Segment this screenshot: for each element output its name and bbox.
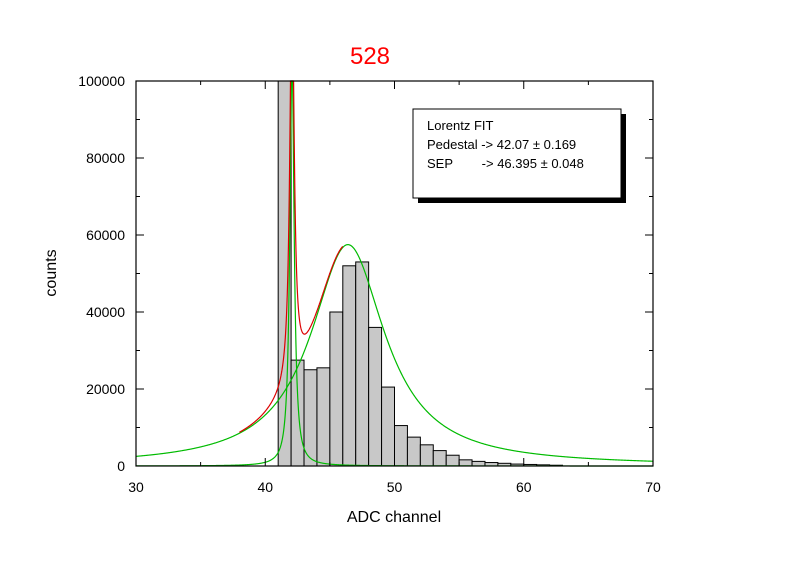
x-tick-label: 40 — [257, 479, 273, 495]
histogram-bar-15 — [471, 460, 486, 467]
y-tick-labels: 0 20000 40000 60000 80000 100000 — [78, 73, 125, 474]
fit-legend: Lorentz FIT Pedestal -> 42.07 ± 0.169 SE… — [412, 108, 626, 203]
histogram-bar-3 — [316, 367, 331, 467]
y-axis-title: counts — [43, 249, 60, 296]
histogram-bar-5 — [342, 265, 357, 467]
histogram-bar-11 — [419, 444, 434, 467]
histogram-bar-9 — [394, 425, 408, 467]
bars-layer — [277, 80, 564, 467]
fit-curve-sep-fit — [135, 244, 654, 462]
histogram-bar-12 — [432, 450, 447, 467]
x-tick-label: 50 — [387, 479, 403, 495]
histogram-bar-8 — [381, 386, 396, 467]
x-tick-label: 30 — [128, 479, 144, 495]
x-axis-title: ADC channel — [347, 509, 441, 526]
y-tick-label: 0 — [117, 458, 125, 474]
histogram-bar-13 — [445, 454, 460, 467]
y-tick-label: 40000 — [86, 304, 125, 320]
x-tick-labels: 30 40 50 60 70 — [128, 479, 661, 495]
chart-title: 528 — [350, 43, 390, 70]
histogram-bar-4 — [329, 311, 344, 467]
legend-box — [412, 108, 622, 199]
y-tick-label: 20000 — [86, 381, 125, 397]
y-tick-label: 60000 — [86, 227, 125, 243]
histogram-bar-14 — [458, 459, 473, 467]
legend-line-title: Lorentz FIT — [427, 118, 494, 133]
histogram-bar-7 — [368, 326, 383, 467]
legend-line-pedestal: Pedestal -> 42.07 ± 0.169 — [427, 137, 576, 152]
y-tick-label: 100000 — [78, 73, 125, 89]
axis-ticks — [135, 80, 654, 467]
legend-line-sep: SEP -> 46.395 ± 0.048 — [427, 156, 584, 171]
y-tick-label: 80000 — [86, 150, 125, 166]
histogram-bar-6 — [355, 261, 370, 467]
x-tick-label: 60 — [516, 479, 532, 495]
x-tick-label: 70 — [645, 479, 661, 495]
histogram-bar-10 — [406, 436, 421, 467]
